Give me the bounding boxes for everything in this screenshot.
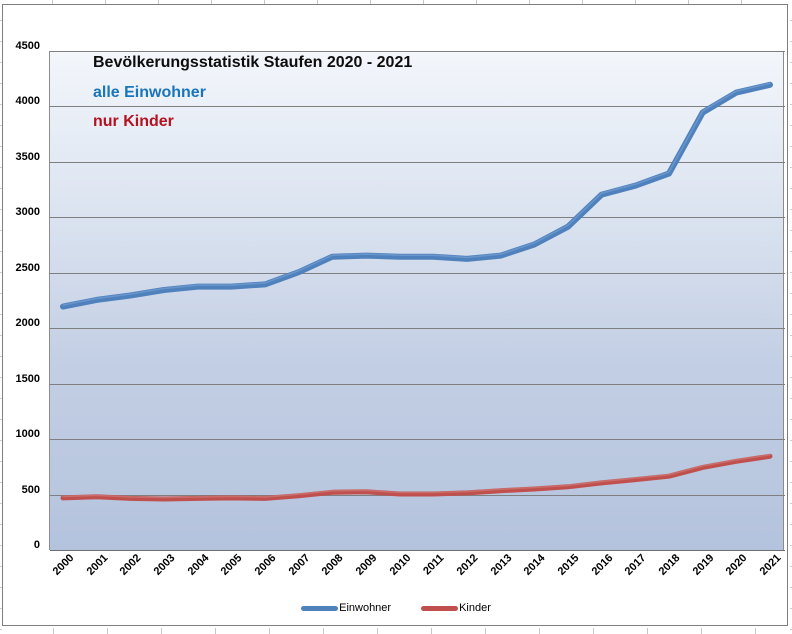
gridline-3500 <box>50 161 785 163</box>
y-axis-label-3500: 3500 <box>15 150 40 163</box>
y-axis-label-1500: 1500 <box>15 372 40 385</box>
chart-title: Bevölkerungsstatistik Staufen 2020 - 202… <box>93 54 413 71</box>
y-axis-label-500: 500 <box>21 483 40 496</box>
title-block: Bevölkerungsstatistik Staufen 2020 - 202… <box>93 52 412 133</box>
subtitle-kinder: nur Kinder <box>93 113 174 130</box>
kinder-line[interactable] <box>60 453 773 502</box>
y-axis-label-0: 0 <box>33 539 40 551</box>
gridline-2500 <box>50 272 785 274</box>
kinder-line-swatch <box>421 605 459 611</box>
einwohner-line-swatch <box>301 605 339 611</box>
legend-item-einwohner[interactable]: Einwohner <box>301 601 391 615</box>
chart-frame[interactable] <box>2 4 788 626</box>
einwohner-line-highlight <box>62 82 771 306</box>
gridline-1500 <box>50 383 785 385</box>
gridline-4000 <box>50 106 785 108</box>
y-axis-label-3000: 3000 <box>15 206 40 219</box>
gridline-4500 <box>50 51 785 52</box>
einwohner-line[interactable] <box>60 81 773 310</box>
gridline-2000 <box>50 328 785 330</box>
y-axis-label-2500: 2500 <box>15 261 40 274</box>
plot-area <box>49 51 785 551</box>
y-axis-label-4000: 4000 <box>15 95 40 108</box>
gridline-3000 <box>50 217 785 219</box>
gridline-0 <box>50 550 785 551</box>
legend-label-kinder: Kinder <box>459 602 491 614</box>
chart-legend: Einwohner Kinder <box>0 600 792 616</box>
y-axis-label-4500: 4500 <box>15 40 40 52</box>
kinder-line-highlight <box>62 453 771 499</box>
legend-label-einwohner: Einwohner <box>339 602 392 614</box>
legend-item-kinder[interactable]: Kinder <box>421 601 491 615</box>
subtitle-einwohner: alle Einwohner <box>93 84 206 101</box>
gridline-1000 <box>50 439 785 441</box>
y-axis-label-2000: 2000 <box>15 317 40 330</box>
y-axis-label-1000: 1000 <box>15 428 40 441</box>
